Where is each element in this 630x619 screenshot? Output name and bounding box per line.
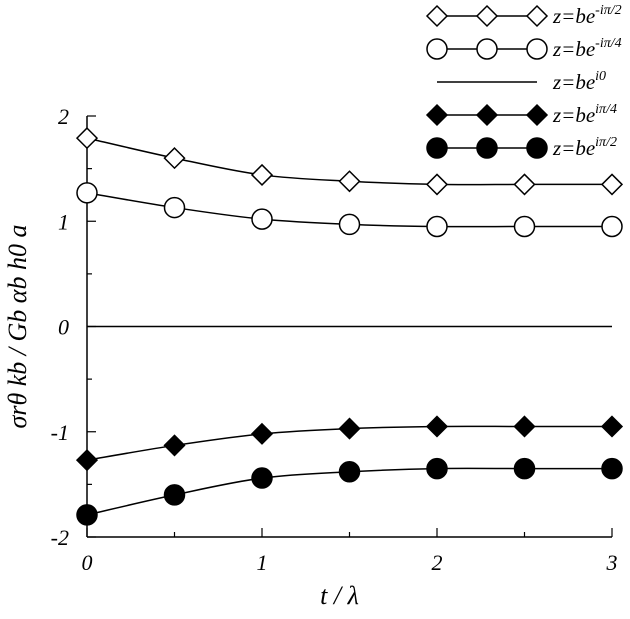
data-point: [426, 137, 448, 159]
data-point: [526, 137, 548, 159]
series: [76, 182, 623, 238]
data-point: [163, 196, 186, 219]
legend-label: z=beiπ/4: [552, 102, 617, 127]
series: [76, 457, 623, 526]
data-point: [251, 467, 273, 489]
legend-label: z=be-iπ/2: [552, 3, 622, 28]
legend-entry: z=beiπ/2: [426, 135, 617, 160]
data-point: [251, 208, 273, 230]
data-point: [426, 38, 448, 60]
legend-label: z=bei0: [552, 69, 606, 94]
data-point: [338, 213, 361, 236]
data-point: [338, 417, 361, 440]
data-point: [426, 457, 448, 480]
legend-entry: z=beiπ/4: [425, 102, 617, 127]
data-point: [513, 457, 536, 480]
data-point: [250, 422, 274, 445]
series: [75, 127, 624, 196]
data-point: [476, 38, 498, 60]
data-point: [75, 127, 99, 150]
data-point: [163, 484, 186, 506]
data-point: [475, 4, 499, 28]
data-point: [600, 173, 624, 196]
data-point: [425, 103, 449, 127]
data-point: [250, 163, 274, 187]
legend: z=be-iπ/2 z=be-iπ/4 z=bei0 z=beiπ/4 z=beiπ/2: [425, 3, 622, 160]
data-point: [526, 38, 548, 60]
data-point: [338, 460, 361, 483]
data-point: [475, 103, 499, 127]
x-tick-label: 0: [82, 550, 93, 575]
data-point: [601, 215, 623, 238]
data-point: [425, 173, 449, 196]
data-point: [76, 182, 98, 204]
data-point: [513, 173, 536, 196]
y-tick-label: -2: [51, 525, 69, 550]
data-point: [425, 415, 449, 438]
x-axis-label: t / λ: [320, 581, 359, 610]
y-tick-label: -1: [51, 420, 69, 445]
legend-label: z=be-iπ/4: [552, 36, 622, 61]
y-tick-label: 2: [58, 104, 69, 129]
data-point: [600, 415, 624, 438]
data-point: [163, 434, 186, 457]
y-tick-label: 1: [58, 209, 69, 234]
data-point: [76, 504, 98, 526]
legend-entry: z=be-iπ/4: [426, 36, 622, 61]
data-point: [476, 137, 498, 159]
series: [75, 415, 624, 472]
data-point: [525, 103, 549, 127]
data-point: [426, 215, 448, 238]
y-axis-label: σrθ kb / Gb αb h0 a: [3, 225, 32, 429]
data-point: [525, 4, 549, 28]
legend-entry: z=be-iπ/2: [425, 3, 622, 28]
axis-labels: t / λ σrθ kb / Gb αb h0 a: [3, 225, 359, 610]
data-point: [513, 215, 536, 238]
legend-entry: z=bei0: [437, 69, 606, 94]
y-tick-label: 0: [58, 315, 69, 340]
data-point: [75, 449, 99, 472]
legend-label: z=beiπ/2: [552, 135, 617, 160]
data-point: [338, 170, 361, 193]
data-point: [163, 147, 186, 170]
x-tick-label: 1: [257, 550, 268, 575]
data-point: [513, 415, 536, 438]
data-point: [601, 457, 623, 480]
series-curves: [75, 127, 624, 526]
data-point: [425, 4, 449, 28]
axes: -2 -1 0 1 2 0 1 2 3: [51, 104, 618, 575]
x-tick-label: 2: [432, 550, 443, 575]
x-tick-label: 3: [606, 550, 618, 575]
